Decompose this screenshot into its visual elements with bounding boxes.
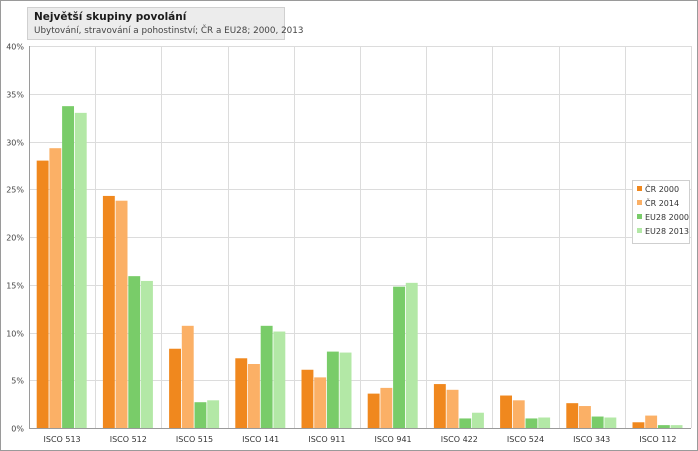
chart-subtitle: Ubytování, stravování a pohostinství; ČR… — [34, 26, 304, 36]
bar — [512, 400, 525, 428]
bar — [446, 389, 459, 428]
x-tick-label: ISCO 141 — [242, 435, 279, 444]
x-tick-label: ISCO 343 — [573, 435, 610, 444]
bar — [301, 369, 314, 428]
legend-swatch — [637, 214, 642, 219]
bar — [169, 348, 181, 428]
bar — [102, 195, 115, 428]
x-tick-label: ISCO 513 — [44, 435, 81, 444]
y-tick-label: 15% — [6, 282, 24, 291]
x-tick-label: ISCO 512 — [110, 435, 147, 444]
legend-item-eu28-2013: EU28 2013 — [637, 226, 689, 238]
bar — [525, 418, 538, 428]
bar — [405, 282, 418, 428]
y-tick-label: 20% — [6, 234, 24, 243]
legend-label: EU28 2000 — [645, 213, 689, 222]
bar — [314, 377, 327, 428]
bar — [207, 400, 220, 428]
bar — [62, 106, 74, 428]
bar — [49, 148, 62, 428]
bar — [273, 331, 286, 428]
legend-item-cr-2000: ČR 2000 — [637, 184, 679, 196]
legend-label: EU28 2013 — [645, 227, 689, 236]
legend-label: ČR 2014 — [645, 199, 680, 208]
bar — [194, 402, 207, 428]
bar — [472, 412, 484, 428]
bar — [367, 393, 380, 428]
bar — [500, 395, 512, 428]
bar — [181, 325, 194, 428]
legend-swatch — [637, 200, 642, 205]
x-tick-label: ISCO 422 — [441, 435, 478, 444]
bar — [632, 422, 645, 428]
bar — [326, 351, 339, 428]
x-tick-label: ISCO 515 — [176, 435, 213, 444]
legend-swatch — [637, 186, 642, 191]
bar — [141, 280, 153, 428]
bar — [36, 160, 49, 428]
bar — [645, 415, 658, 428]
chart-title-box: Největší skupiny povolání Ubytování, str… — [27, 7, 303, 40]
bar — [248, 364, 260, 428]
legend-item-cr-2014: ČR 2014 — [637, 198, 679, 210]
bar — [380, 387, 393, 428]
bar — [339, 352, 352, 428]
bar — [74, 112, 87, 428]
chart-legend: ČR 2000 ČR 2014 EU28 2000 EU28 2013 — [632, 180, 690, 244]
legend-item-eu28-2000: EU28 2000 — [637, 212, 689, 224]
y-tick-label: 10% — [6, 330, 24, 339]
bar — [591, 416, 604, 428]
bar — [235, 358, 248, 428]
bar — [393, 286, 405, 428]
bar — [670, 425, 683, 428]
bar — [260, 325, 273, 428]
bar — [657, 425, 670, 428]
y-tick-label: 5% — [11, 377, 24, 386]
y-tick-label: 40% — [6, 43, 24, 52]
bar — [566, 403, 579, 428]
legend-swatch — [637, 228, 642, 233]
legend-label: ČR 2000 — [645, 185, 680, 194]
bar — [128, 276, 141, 428]
bar — [538, 417, 551, 428]
bar — [115, 200, 128, 428]
bar — [579, 406, 591, 428]
y-tick-label: 30% — [6, 139, 24, 148]
bar — [459, 418, 472, 428]
x-tick-label: ISCO 112 — [639, 435, 676, 444]
chart-title: Největší skupiny povolání — [34, 11, 187, 23]
x-tick-label: ISCO 524 — [507, 435, 544, 444]
y-tick-label: 0% — [11, 425, 24, 434]
x-tick-label: ISCO 911 — [308, 435, 345, 444]
bar — [604, 417, 617, 428]
y-tick-label: 25% — [6, 186, 24, 195]
x-tick-label: ISCO 941 — [375, 435, 412, 444]
y-tick-label: 35% — [6, 91, 24, 100]
bar — [433, 384, 446, 428]
